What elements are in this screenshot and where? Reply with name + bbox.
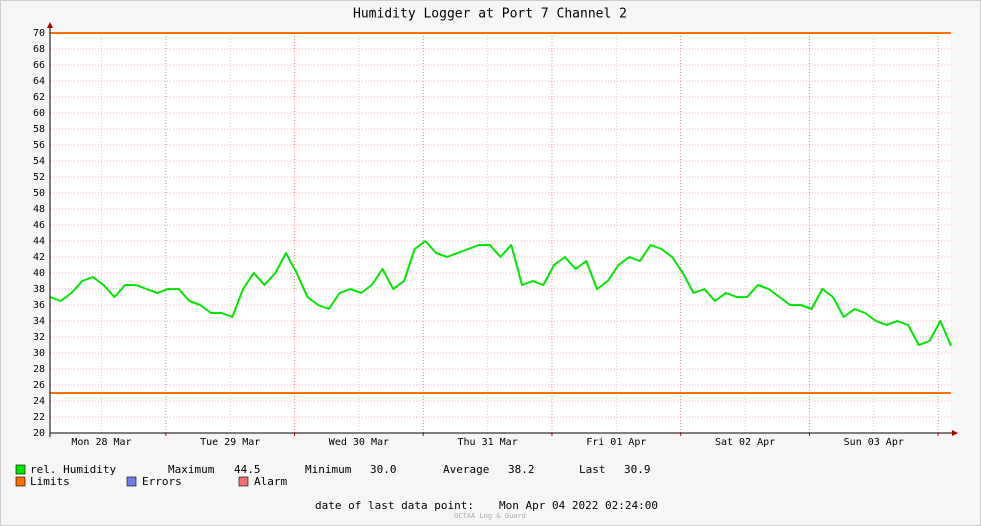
stat-value: 30.0: [370, 463, 397, 476]
y-tick-label: 38: [33, 284, 45, 295]
plot-area: [50, 33, 951, 433]
y-tick-label: 40: [33, 268, 45, 279]
stat-label: Average: [443, 463, 489, 476]
y-tick-label: 66: [33, 60, 45, 71]
legend-swatch: [15, 476, 26, 487]
y-tick-label: 36: [33, 300, 45, 311]
y-tick-label: 52: [33, 172, 45, 183]
x-tick-label: Fri 01 Apr: [586, 437, 646, 448]
y-tick-label: 46: [33, 220, 45, 231]
legend-swatch: [15, 464, 26, 475]
y-tick-label: 24: [33, 396, 45, 407]
y-tick-label: 32: [33, 332, 45, 343]
stat-value: 30.9: [624, 463, 651, 476]
y-tick-label: 28: [33, 364, 45, 375]
x-tick-label: Sun 03 Apr: [844, 437, 904, 448]
y-tick-label: 56: [33, 140, 45, 151]
data-line: [49, 240, 952, 347]
y-tick-label: 22: [33, 412, 45, 423]
y-tick-label: 64: [33, 76, 45, 87]
footer-value: Mon Apr 04 2022 02:24:00: [499, 499, 658, 512]
y-tick-label: 30: [33, 348, 45, 359]
y-arrow: [47, 22, 53, 28]
legend-label: rel. Humidity: [30, 463, 116, 476]
y-tick-label: 34: [33, 316, 45, 327]
y-tick-label: 48: [33, 204, 45, 215]
stat-label: Maximum: [168, 463, 215, 476]
watermark: OCTAA Log & Guard: [454, 512, 526, 520]
legend-swatch: [238, 476, 249, 487]
x-tick-label: Tue 29 Mar: [200, 437, 260, 448]
stat-label: Last: [579, 463, 606, 476]
x-tick-label: Sat 02 Apr: [715, 437, 775, 448]
chart-title: Humidity Logger at Port 7 Channel 2: [353, 7, 627, 22]
legend-label: Errors: [142, 475, 182, 488]
footer-label: date of last data point:: [315, 499, 474, 512]
stat-label: Minimum: [305, 463, 352, 476]
x-tick-label: Wed 30 Mar: [329, 437, 389, 448]
y-tick-label: 68: [33, 44, 45, 55]
y-tick-label: 20: [33, 428, 45, 439]
legend-label: Alarm: [254, 475, 287, 488]
y-tick-label: 60: [33, 108, 45, 119]
y-tick-label: 50: [33, 188, 45, 199]
y-tick-label: 70: [33, 28, 45, 39]
y-tick-label: 42: [33, 252, 45, 263]
stat-value: 38.2: [508, 463, 535, 476]
legend-swatch: [126, 476, 137, 487]
y-tick-label: 54: [33, 156, 45, 167]
stat-value: 44.5: [234, 463, 261, 476]
x-tick-label: Thu 31 Mar: [458, 437, 518, 448]
x-arrow: [952, 430, 958, 436]
y-tick-label: 58: [33, 124, 45, 135]
y-tick-label: 62: [33, 92, 45, 103]
marks: [49, 32, 952, 394]
y-tick-label: 26: [33, 380, 45, 391]
x-tick-label: Mon 28 Mar: [71, 437, 131, 448]
legend-label: Limits: [30, 475, 70, 488]
y-tick-label: 44: [33, 236, 45, 247]
